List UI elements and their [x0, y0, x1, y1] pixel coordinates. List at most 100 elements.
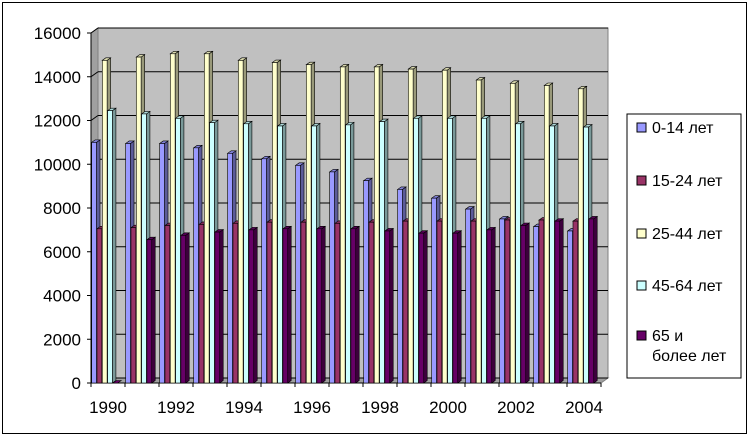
legend-swatch: [636, 175, 647, 186]
bar: [315, 225, 327, 384]
legend-swatch: [636, 228, 647, 239]
bar-front: [193, 147, 199, 384]
bar-front: [363, 180, 369, 384]
bar-front: [418, 232, 425, 384]
bar-front: [588, 218, 595, 384]
bar-front: [198, 224, 205, 384]
bar-front: [282, 228, 289, 384]
bar-front: [397, 189, 403, 384]
bar-front: [413, 118, 419, 384]
bar-front: [470, 220, 477, 384]
bar-front: [379, 121, 385, 384]
bar-front: [572, 220, 579, 384]
y-tick-label: 6000: [43, 243, 81, 262]
legend-label: 0-14 лет: [652, 120, 714, 137]
bar-front: [164, 225, 171, 384]
bar: [485, 226, 497, 384]
bar: [417, 230, 429, 384]
bar-front: [465, 208, 471, 384]
bar: [587, 215, 599, 384]
bar-side: [112, 107, 117, 384]
bar-front: [402, 220, 409, 384]
bar-side: [525, 222, 530, 384]
bar-side: [389, 227, 394, 384]
bar-front: [339, 66, 346, 384]
bar-front: [305, 64, 312, 384]
bar-front: [368, 221, 375, 384]
bar-front: [481, 118, 487, 384]
bar-front: [549, 125, 555, 384]
bar-front: [300, 221, 307, 384]
bar-front: [538, 219, 545, 384]
bar-front: [214, 231, 221, 384]
bar-side: [321, 225, 326, 384]
y-tick-label: 14000: [34, 68, 81, 87]
bar: [247, 226, 259, 384]
bar-front: [543, 85, 550, 384]
bar-front: [266, 221, 273, 384]
gridline-side: [90, 71, 99, 78]
bar: [383, 227, 395, 384]
bar-front: [577, 88, 584, 384]
legend-label: 45-64 лет: [652, 278, 723, 295]
bar: [106, 107, 117, 384]
bar-front: [277, 125, 283, 384]
bar-front: [316, 228, 323, 384]
y-tick-label: 16000: [34, 24, 81, 43]
bar-front: [583, 126, 589, 384]
y-tick-label: 2000: [43, 330, 81, 349]
bar-front: [407, 68, 414, 384]
bar-front: [261, 158, 267, 384]
bar: [111, 380, 123, 384]
bar-front: [447, 118, 453, 384]
bar-front: [520, 225, 527, 384]
x-tick-label: 1994: [225, 398, 263, 417]
legend-label: 25-44 лет: [652, 226, 723, 243]
bar: [179, 232, 191, 384]
bar-front: [175, 118, 181, 384]
bar-front: [169, 53, 176, 384]
x-tick-label: 1996: [293, 398, 331, 417]
bar-front: [101, 60, 108, 384]
bar-front: [237, 60, 244, 384]
bar-front: [329, 171, 335, 384]
bar-front: [567, 230, 573, 384]
legend-label: 65 и: [652, 328, 683, 345]
y-tick-label: 4000: [43, 287, 81, 306]
bar-front: [130, 227, 137, 384]
bar-front: [486, 229, 493, 384]
gridline-side: [90, 27, 99, 34]
legend-label: 15-24 лет: [652, 173, 723, 190]
x-axis-ticks: 1990 1992 1994 1996 1998 2000 2002 2004: [89, 383, 603, 417]
bar-front: [141, 113, 147, 384]
bar-side: [593, 215, 598, 384]
bar-front: [554, 220, 561, 384]
bar-side: [253, 226, 258, 384]
bar-side: [423, 230, 428, 384]
bar-front: [373, 66, 380, 384]
bar-front: [384, 230, 391, 384]
x-tick-label: 2000: [429, 398, 467, 417]
legend-label: более лет: [652, 348, 727, 365]
bar-front: [146, 239, 153, 384]
bar-front: [441, 69, 448, 384]
bar-front: [345, 124, 351, 384]
bar: [213, 228, 225, 384]
bar-side: [287, 225, 292, 384]
bar: [281, 225, 293, 384]
bars: [90, 50, 599, 384]
legend-swatch: [636, 280, 647, 291]
bar-front: [499, 218, 505, 384]
legend-swatch: [636, 122, 647, 133]
bar-front: [91, 142, 97, 384]
bar-front: [209, 122, 215, 384]
bar-side: [355, 225, 360, 384]
bar-front: [180, 235, 187, 384]
bar-front: [311, 125, 317, 384]
bar-top: [111, 380, 123, 384]
bar-front: [203, 53, 210, 384]
bar-front: [452, 232, 459, 384]
bar-front: [135, 56, 142, 384]
bar-front: [431, 197, 437, 384]
bar-side: [559, 218, 564, 384]
